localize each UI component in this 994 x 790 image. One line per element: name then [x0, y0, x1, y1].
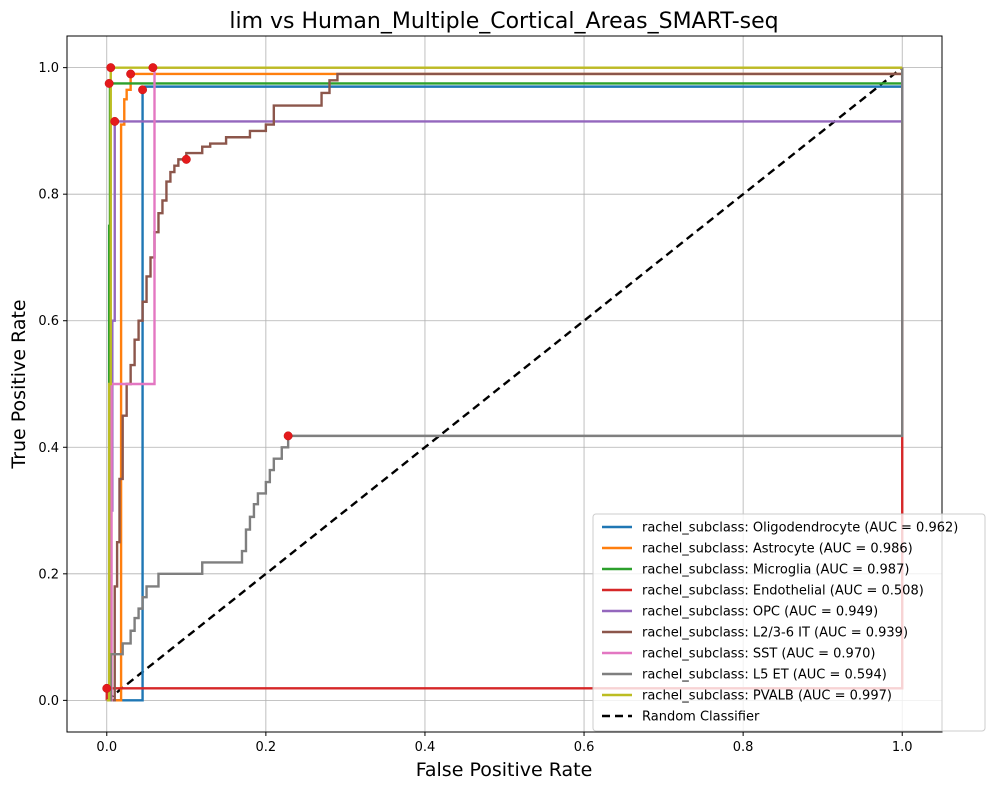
- operating-point-marker-6: [148, 63, 158, 73]
- x-tick-label: 0.0: [96, 740, 117, 755]
- operating-point-marker-0: [138, 85, 148, 95]
- y-tick-label: 1.0: [38, 61, 59, 76]
- legend-label: rachel_subclass: L2/3-6 IT (AUC = 0.939): [642, 626, 908, 641]
- legend-label: rachel_subclass: Endothelial (AUC = 0.50…: [642, 584, 924, 599]
- x-axis-label: False Positive Rate: [416, 759, 593, 781]
- operating-point-marker-5: [181, 154, 191, 164]
- legend-label: rachel_subclass: Microglia (AUC = 0.987): [642, 563, 909, 578]
- x-tick-label: 0.6: [574, 740, 595, 755]
- x-tick-label: 0.8: [733, 740, 754, 755]
- axis-ticks: 0.0 0.2 0.4 0.6 0.8 1.0 0.0 0.2 0.4 0.6 0.8 1.0: [38, 61, 912, 755]
- operating-point-marker-1: [126, 69, 136, 79]
- y-tick-label: 0.8: [38, 188, 59, 203]
- operating-point-marker-8: [106, 63, 116, 73]
- roc-curve-5: [106, 67, 904, 702]
- operating-point-markers: [102, 63, 293, 693]
- plot-frame: [66, 35, 943, 733]
- y-tick-label: 0.6: [38, 314, 59, 329]
- legend-label: rachel_subclass: SST (AUC = 0.970): [642, 647, 875, 662]
- legend-label: rachel_subclass: L5 ET (AUC = 0.594): [642, 668, 887, 683]
- y-tick-label: 0.0: [38, 694, 59, 709]
- chart-title: lim vs Human_Multiple_Cortical_Areas_SMA…: [229, 9, 778, 34]
- x-tick-label: 1.0: [892, 740, 913, 755]
- roc-curves: [105, 66, 904, 702]
- y-tick-label: 0.4: [38, 441, 59, 456]
- legend-label: rachel_subclass: Astrocyte (AUC = 0.986): [642, 542, 913, 557]
- x-tick-label: 0.2: [256, 740, 277, 755]
- random-classifier-diagonal: [106, 66, 903, 702]
- legend-box: [592, 513, 986, 732]
- legend-label: rachel_subclass: Oligodendrocyte (AUC = …: [642, 521, 958, 536]
- legend-label: rachel_subclass: PVALB (AUC = 0.997): [642, 689, 892, 704]
- legend-label: rachel_subclass: OPC (AUC = 0.949): [642, 605, 878, 620]
- legend-label: Random Classifier: [642, 710, 760, 725]
- operating-point-marker-7: [283, 431, 293, 441]
- operating-point-marker-3: [102, 683, 112, 693]
- roc-curve-8: [106, 66, 903, 702]
- x-tick-label: 0.4: [415, 740, 436, 755]
- random-classifier-line: [106, 66, 903, 702]
- operating-point-marker-2: [104, 79, 114, 88]
- y-axis-label: True Positive Rate: [8, 299, 30, 469]
- y-tick-label: 0.2: [38, 567, 59, 582]
- roc-curve-7: [106, 67, 904, 702]
- operating-point-marker-4: [110, 116, 120, 126]
- legend: rachel_subclass: Oligodendrocyte (AUC = …: [592, 513, 986, 732]
